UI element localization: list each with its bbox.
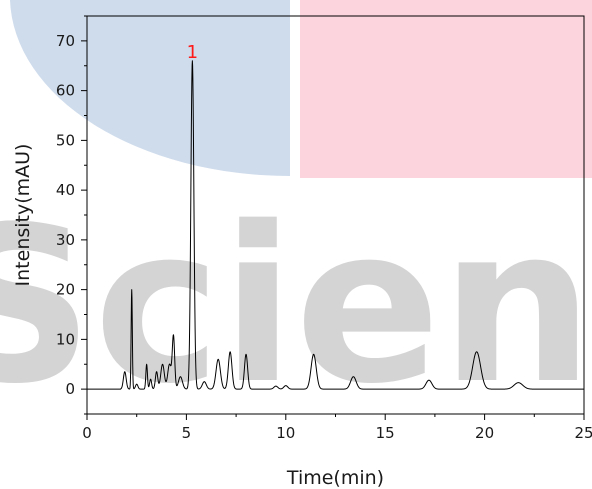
x-tick-label: 20: [475, 424, 494, 442]
series-line: [86, 60, 585, 390]
plot-frame: [86, 15, 585, 415]
x-tick-label: 0: [82, 424, 92, 442]
y-tick-label: 20: [56, 281, 75, 299]
watermark-pink-shape: [300, 0, 592, 178]
y-tick-label: 70: [56, 32, 75, 50]
x-tick-labels: 0 5 10 15 20 25: [82, 424, 592, 442]
x-tick-label: 25: [574, 424, 592, 442]
watermark-blue-shape: [10, 0, 290, 177]
y-tick-label: 60: [56, 82, 75, 100]
x-tick-label: 15: [376, 424, 395, 442]
y-tick-labels: 0 10 20 30 40 50 60 70: [56, 32, 75, 398]
y-tick-label: 0: [65, 380, 75, 398]
y-tick-label: 10: [56, 330, 75, 348]
y-tick-label: 30: [56, 231, 75, 249]
x-tick-label: 5: [182, 424, 192, 442]
y-tick-label: 50: [56, 131, 75, 149]
peak-label: 1: [187, 42, 198, 63]
x-axis-title: Time(min): [286, 467, 384, 489]
watermark-text: Scienc: [0, 180, 592, 431]
watermark: Scienc: [0, 0, 592, 431]
y-tick-label: 40: [56, 181, 75, 199]
y-axis-title: Intensity(mAU): [12, 144, 34, 287]
x-tick-label: 10: [276, 424, 295, 442]
peak-annotations: 1: [187, 42, 198, 63]
